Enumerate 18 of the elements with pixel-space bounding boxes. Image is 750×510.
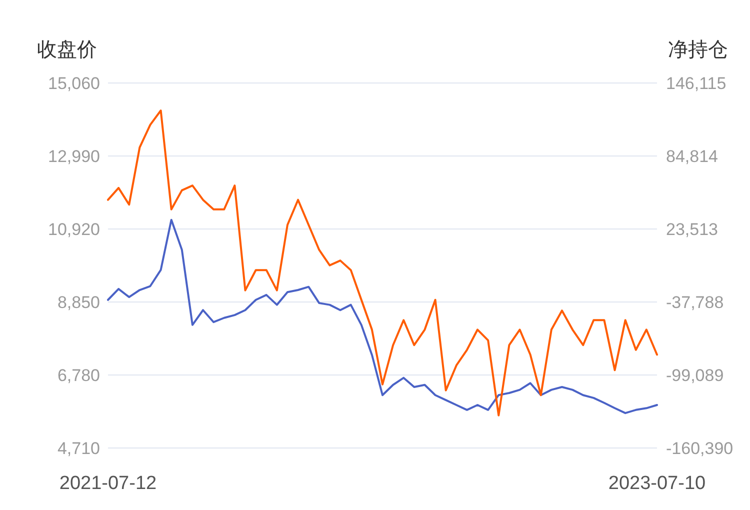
y-tick-label: 8,850 xyxy=(57,293,100,312)
y-tick-label: 15,060 xyxy=(48,74,100,93)
y-axis-title: 收盘价 xyxy=(37,39,97,61)
x-tick-label: 2023-07-10 xyxy=(608,473,706,494)
y-tick-label: 6,780 xyxy=(57,366,100,385)
y2-tick-label: -99,089 xyxy=(666,366,724,385)
y2-axis-title: 净持仓 xyxy=(668,39,728,61)
y2-tick-label: 146,115 xyxy=(666,74,726,93)
line-series xyxy=(107,218,658,414)
y-tick-label: 12,990 xyxy=(48,147,100,166)
line-series xyxy=(107,110,658,416)
y2-tick-label: 84,814 xyxy=(666,147,718,166)
y2-tick-label: -37,788 xyxy=(666,293,724,312)
x-tick-label: 2021-07-12 xyxy=(59,473,157,494)
y2-tick-label: 23,513 xyxy=(666,220,718,239)
y-tick-label: 10,920 xyxy=(48,220,100,239)
y-tick-label: 4,710 xyxy=(57,439,100,458)
y2-tick-label: -160,390 xyxy=(666,439,734,458)
